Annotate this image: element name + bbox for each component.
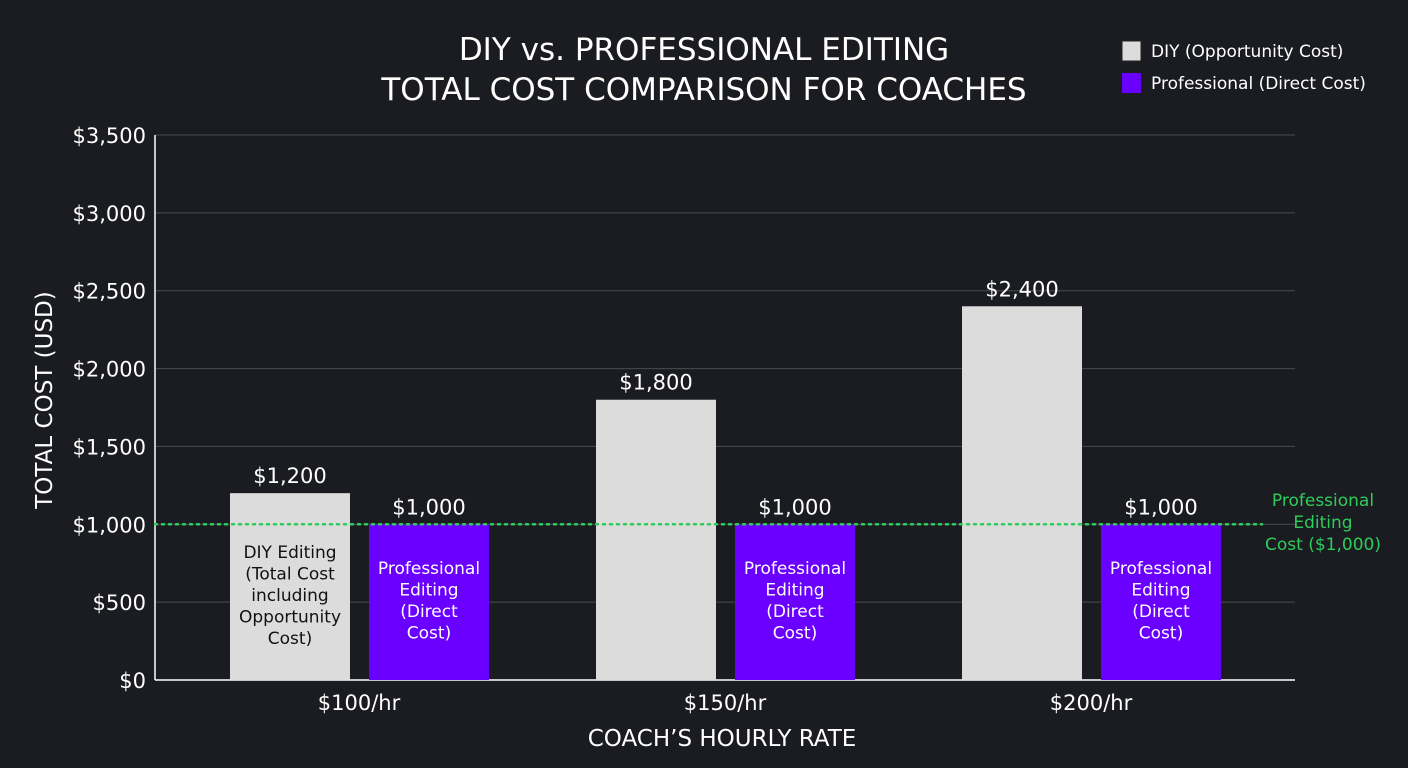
bar-inner-label: Editing <box>765 581 824 601</box>
bars: $100/hr $1,200 DIY Editing(Total Costinclu… <box>153 277 1381 715</box>
grid: $0 $500 $1,000 $1,500 $2,000 $2,500 $3,000 $3,5… <box>73 124 1295 693</box>
x-axis-label: COACH’S HOURLY RATE <box>588 726 857 752</box>
y-tick-label: $1,000 <box>73 513 146 537</box>
bar-inner-label: Professional <box>744 559 846 579</box>
bar-inner-label: (Direct <box>400 602 458 622</box>
bar-inner-label: Editing <box>399 581 458 601</box>
y-tick-label: $1,500 <box>73 435 146 459</box>
reference-line-label: Professional <box>1272 491 1374 511</box>
data-label: $1,000 <box>758 495 831 519</box>
y-axis-label: TOTAL COST (USD) <box>32 291 58 510</box>
bar-inner-label: Cost) <box>268 629 312 649</box>
bar-inner-label: (Direct <box>766 602 824 622</box>
chart-title-line1: DIY vs. PROFESSIONAL EDITING <box>459 32 949 68</box>
professional-bar <box>369 524 489 680</box>
y-tick-label: $3,000 <box>73 202 146 226</box>
y-tick-label: $3,500 <box>73 124 146 148</box>
legend-label: Professional (Direct Cost) <box>1151 74 1366 94</box>
y-tick-label: $500 <box>93 591 146 615</box>
chart-title-line2: TOTAL COST COMPARISON FOR COACHES <box>380 72 1026 108</box>
y-tick-label: $2,000 <box>73 358 146 382</box>
reference-line-label: Cost ($1,000) <box>1265 535 1381 555</box>
reference-line-label: Editing <box>1293 513 1352 533</box>
legend-label: DIY (Opportunity Cost) <box>1151 42 1343 62</box>
data-label: $1,000 <box>1124 495 1197 519</box>
bar-inner-label: Professional <box>378 559 480 579</box>
y-tick-label: $2,500 <box>73 280 146 304</box>
bar-inner-label: Professional <box>1110 559 1212 579</box>
legend-swatch <box>1121 40 1142 62</box>
data-label: $1,800 <box>619 371 692 395</box>
professional-bar <box>735 524 855 680</box>
y-tick-label: $0 <box>119 669 146 693</box>
bar-inner-label: including <box>251 586 328 606</box>
diy-bar <box>596 399 716 680</box>
diy-bar <box>962 306 1082 680</box>
bar-inner-label: DIY Editing <box>243 543 336 563</box>
bar-inner-label: Cost) <box>773 624 817 644</box>
bar-inner-label: (Direct <box>1132 602 1190 622</box>
legend: DIY (Opportunity Cost) Professional (Dire… <box>1121 40 1366 94</box>
x-tick-label: $200/hr <box>1050 691 1133 715</box>
bar-inner-label: (Total Cost <box>245 565 335 585</box>
bar-inner-label: Cost) <box>1139 624 1183 644</box>
data-label: $1,000 <box>392 495 465 519</box>
x-tick-label: $150/hr <box>684 691 767 715</box>
bar-inner-label: Cost) <box>407 624 451 644</box>
legend-swatch <box>1122 73 1141 93</box>
bar-inner-label: Opportunity <box>239 608 341 628</box>
data-label: $1,200 <box>253 464 326 488</box>
bar-inner-label: Editing <box>1131 581 1190 601</box>
data-label: $2,400 <box>985 277 1058 301</box>
x-tick-label: $100/hr <box>318 691 401 715</box>
professional-bar <box>1101 524 1221 680</box>
